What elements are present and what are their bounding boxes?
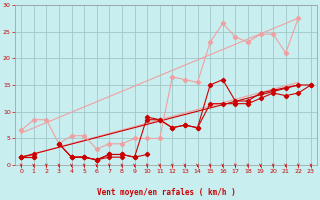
X-axis label: Vent moyen/en rafales ( km/h ): Vent moyen/en rafales ( km/h )	[97, 188, 236, 197]
